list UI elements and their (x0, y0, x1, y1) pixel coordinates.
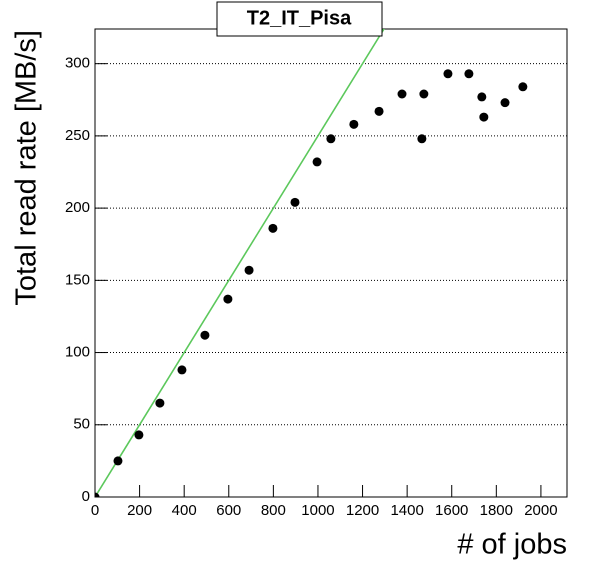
data-point (200, 330, 210, 340)
data-point (268, 223, 278, 233)
data-point (374, 106, 384, 116)
plot-frame (94, 28, 568, 498)
data-point (223, 294, 233, 304)
data-point (397, 89, 407, 99)
axes: 0 50 100 150 200 250 300 0 200 400 600 800 1000 1200 1… (65, 55, 558, 519)
data-point (500, 98, 510, 108)
data-point (326, 134, 336, 144)
x-tick-label: 2000 (524, 502, 557, 519)
y-tick-label: 50 (73, 416, 90, 433)
data-point (518, 82, 528, 92)
y-tick-label: 0 (82, 488, 90, 505)
data-point (134, 430, 144, 440)
x-tick-label: 1200 (346, 502, 379, 519)
marks (95, 29, 528, 497)
data-point (113, 456, 123, 466)
data-point (417, 134, 427, 144)
title-box (216, 1, 383, 37)
data-point (443, 69, 453, 79)
data-point (477, 92, 487, 102)
grid (95, 63, 567, 498)
data-point (177, 365, 187, 375)
x-tick-label: 400 (172, 502, 197, 519)
y-tick-label: 200 (65, 199, 90, 216)
x-tick-label: 0 (91, 502, 99, 519)
data-point (155, 398, 165, 408)
data-point (464, 69, 474, 79)
x-tick-label: 1600 (435, 502, 468, 519)
data-point (290, 197, 300, 207)
data-point (349, 119, 359, 129)
data-point (244, 265, 254, 275)
data-point (312, 157, 322, 167)
x-tick-label: 1400 (390, 502, 423, 519)
data-point (95, 492, 100, 497)
chart-title: T2_IT_Pisa (247, 7, 352, 29)
data-point (419, 89, 429, 99)
x-axis-label: # of jobs (457, 529, 567, 561)
x-tick-label: 600 (216, 502, 241, 519)
data-point (479, 112, 489, 122)
y-tick-label: 300 (65, 55, 90, 72)
y-tick-label: 100 (65, 344, 90, 361)
reference-line (95, 29, 385, 497)
x-tick-label: 1800 (480, 502, 513, 519)
x-tick-label: 800 (261, 502, 286, 519)
x-tick-label: 200 (127, 502, 152, 519)
y-tick-label: 150 (65, 271, 90, 288)
y-tick-label: 250 (65, 127, 90, 144)
x-tick-label: 1000 (301, 502, 334, 519)
y-axis-label: Total read rate [MB/s] (11, 30, 43, 306)
